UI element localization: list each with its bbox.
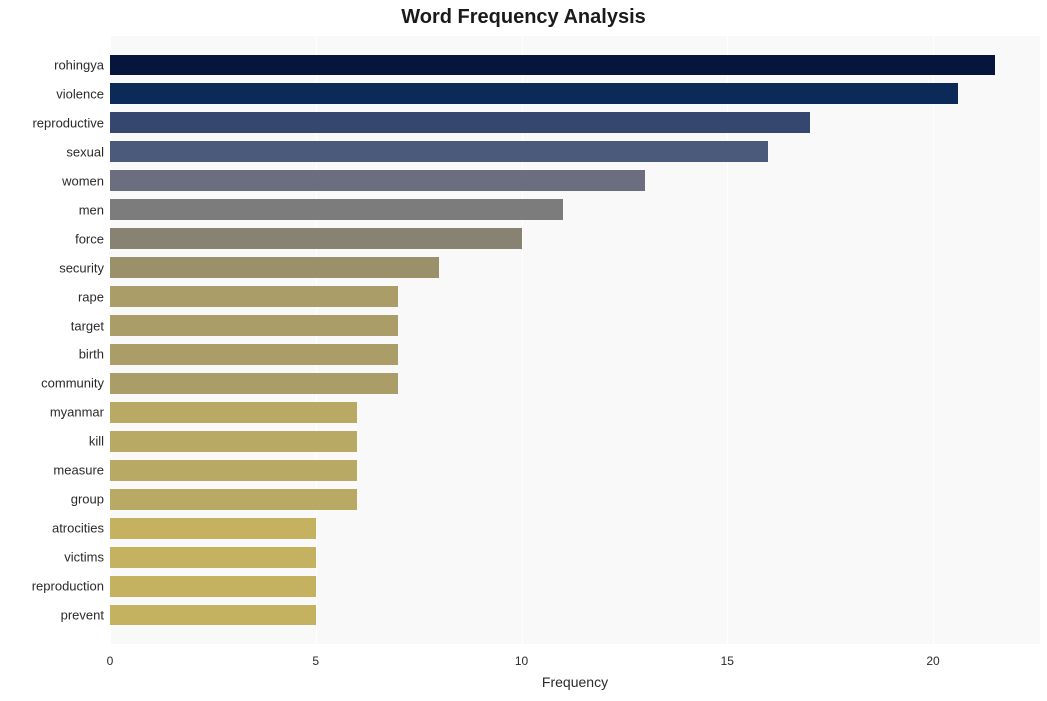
- bar: [110, 576, 316, 597]
- y-tick-label: atrocities: [52, 521, 104, 536]
- bar: [110, 431, 357, 452]
- x-axis-label: Frequency: [110, 674, 1040, 690]
- x-tick-label: 0: [107, 654, 114, 668]
- y-tick-label: sexual: [66, 144, 104, 159]
- y-tick-label: measure: [53, 463, 104, 478]
- bar: [110, 170, 645, 191]
- y-tick-label: men: [79, 202, 104, 217]
- y-tick-label: violence: [56, 86, 104, 101]
- bar: [110, 257, 439, 278]
- bar: [110, 55, 995, 76]
- y-tick-label: birth: [79, 347, 104, 362]
- y-tick-label: rohingya: [54, 57, 104, 72]
- x-tick-label: 10: [515, 654, 528, 668]
- y-tick-label: security: [59, 260, 104, 275]
- bar: [110, 228, 522, 249]
- y-tick-label: kill: [89, 434, 104, 449]
- bar: [110, 518, 316, 539]
- y-tick-label: myanmar: [50, 405, 104, 420]
- y-tick-label: target: [71, 318, 104, 333]
- plot-area: [110, 36, 1040, 644]
- bar: [110, 605, 316, 626]
- y-tick-label: force: [75, 231, 104, 246]
- bar: [110, 373, 398, 394]
- x-tick-label: 5: [312, 654, 319, 668]
- bar: [110, 112, 810, 133]
- bar: [110, 286, 398, 307]
- y-tick-label: prevent: [61, 608, 104, 623]
- bar: [110, 344, 398, 365]
- y-tick-label: reproduction: [32, 579, 104, 594]
- bars-group: [110, 36, 1040, 644]
- y-tick-label: community: [41, 376, 104, 391]
- y-tick-label: group: [71, 492, 104, 507]
- y-axis-labels: rohingya violence reproductive sexual women m…: [0, 36, 104, 644]
- bar: [110, 83, 958, 104]
- bar: [110, 489, 357, 510]
- bar: [110, 199, 563, 220]
- y-tick-label: women: [62, 173, 104, 188]
- y-tick-label: rape: [78, 289, 104, 304]
- y-tick-label: reproductive: [32, 115, 104, 130]
- bar: [110, 315, 398, 336]
- x-tick-label: 15: [721, 654, 734, 668]
- bar: [110, 402, 357, 423]
- bar: [110, 547, 316, 568]
- x-tick-label: 20: [926, 654, 939, 668]
- bar: [110, 460, 357, 481]
- word-frequency-chart: Word Frequency Analysis rohingya violence…: [0, 0, 1047, 701]
- y-tick-label: victims: [64, 550, 104, 565]
- bar: [110, 141, 768, 162]
- chart-title: Word Frequency Analysis: [0, 6, 1047, 29]
